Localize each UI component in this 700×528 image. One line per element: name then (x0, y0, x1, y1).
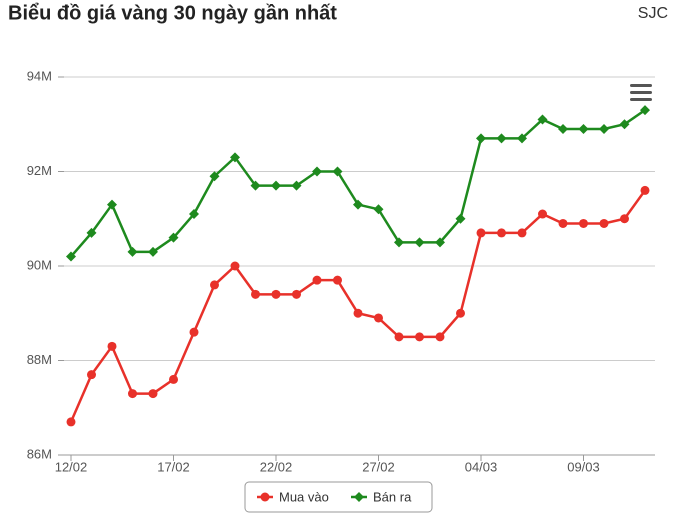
y-tick-label: 90M (27, 257, 52, 272)
legend-item[interactable]: Mua vào (257, 489, 329, 504)
point (537, 114, 548, 125)
x-tick-label: 12/02 (55, 459, 88, 474)
y-tick-label: 92M (27, 163, 52, 178)
point (579, 218, 588, 228)
point (230, 261, 240, 271)
point (394, 332, 404, 342)
point (148, 246, 158, 257)
point (497, 228, 506, 238)
point (169, 374, 178, 384)
point (332, 166, 343, 177)
legend-label: Mua vào (279, 489, 329, 504)
point (538, 209, 547, 219)
point (189, 209, 199, 220)
point (558, 123, 568, 134)
menu-bar[interactable] (630, 84, 652, 87)
point (455, 213, 466, 224)
y-tick-label: 86M (27, 446, 52, 461)
point (415, 332, 424, 342)
series-line (70, 109, 646, 258)
point (86, 227, 97, 238)
point (210, 280, 219, 290)
point (517, 228, 527, 238)
series (66, 185, 650, 427)
point (87, 370, 96, 380)
point (230, 152, 240, 163)
point (271, 289, 281, 299)
point (353, 199, 363, 210)
point (66, 417, 76, 427)
series (66, 105, 650, 262)
point (578, 123, 589, 134)
point (209, 171, 220, 182)
legend-item[interactable]: Bán ra (351, 489, 412, 504)
point (148, 389, 158, 399)
point (496, 133, 507, 144)
point (107, 341, 117, 351)
point (250, 180, 261, 191)
point (456, 308, 465, 318)
y-tick-label: 88M (27, 352, 52, 367)
point (260, 492, 270, 502)
point (128, 389, 137, 399)
point (620, 214, 629, 224)
point (435, 332, 445, 342)
point (127, 246, 138, 257)
point (189, 327, 199, 337)
x-tick-label: 09/03 (567, 459, 600, 474)
point (354, 492, 364, 502)
point (599, 123, 609, 134)
point (312, 166, 322, 177)
point (251, 289, 260, 299)
point (599, 218, 609, 228)
point (168, 232, 179, 243)
point (435, 237, 445, 248)
point (476, 133, 486, 144)
point (558, 218, 568, 228)
point (271, 180, 281, 191)
point (414, 237, 425, 248)
point (66, 251, 76, 262)
point (373, 204, 384, 215)
legend-label: Bán ra (373, 489, 412, 504)
x-tick-label: 22/02 (260, 459, 293, 474)
x-tick-label: 17/02 (157, 459, 190, 474)
menu-button[interactable] (630, 84, 652, 101)
x-tick-label: 04/03 (465, 459, 498, 474)
point (333, 275, 342, 285)
menu-bar[interactable] (630, 98, 652, 101)
chart-title: Biểu đồ giá vàng 30 ngày gần nhất (8, 2, 337, 24)
point (476, 228, 486, 238)
x-tick-label: 27/02 (362, 459, 395, 474)
y-tick-label: 94M (27, 68, 52, 83)
point (291, 180, 302, 191)
point (640, 185, 650, 195)
chart-subtitle: SJC (638, 5, 668, 22)
menu-bar[interactable] (630, 91, 652, 94)
point (374, 313, 383, 323)
point (107, 199, 117, 210)
legend-box (244, 481, 433, 513)
point (292, 289, 301, 299)
point (619, 119, 630, 130)
point (353, 308, 363, 318)
point (394, 237, 404, 248)
point (312, 275, 322, 285)
point (640, 105, 650, 116)
point (517, 133, 527, 144)
